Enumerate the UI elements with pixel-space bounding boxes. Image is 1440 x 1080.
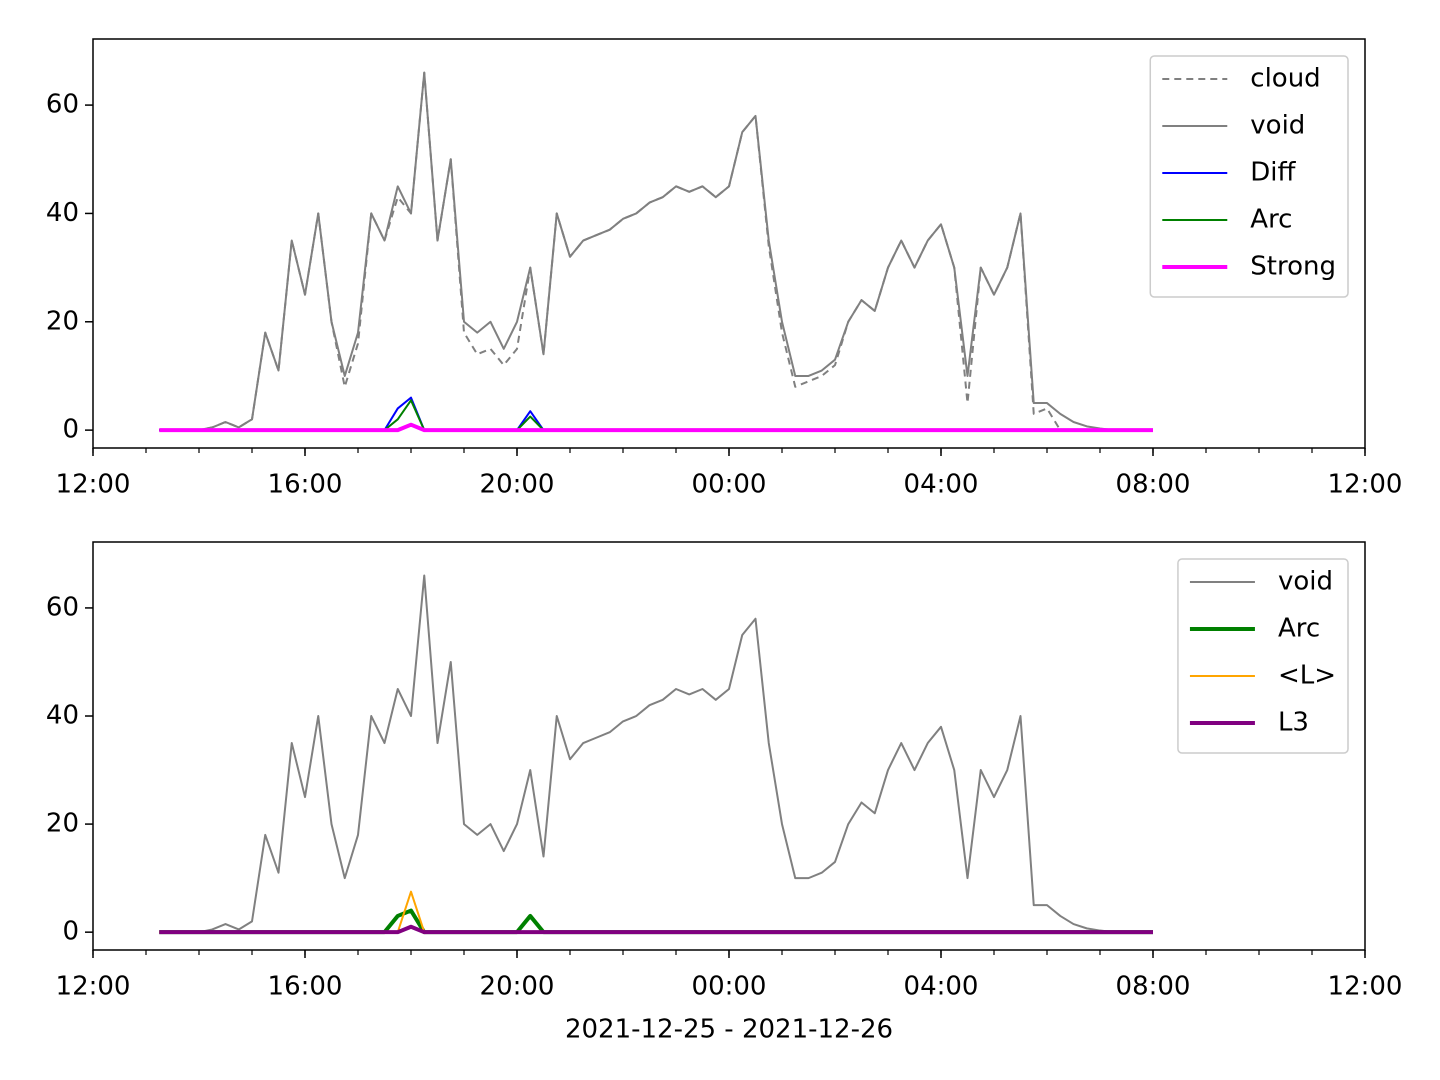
- series-line: [159, 71, 1153, 432]
- legend: cloud void Diff Arc Strong: [1149, 55, 1349, 298]
- series-line: [159, 422, 1153, 433]
- legend-label: L3: [1278, 708, 1309, 738]
- series-line: [159, 396, 1153, 432]
- y-tick-label: 60: [46, 90, 79, 120]
- x-tick-label: 00:00: [692, 972, 767, 1002]
- legend-label: cloud: [1250, 64, 1320, 94]
- series-line: [159, 908, 1153, 935]
- x-tick-label: 16:00: [268, 470, 343, 500]
- x-tick-label: 04:00: [904, 470, 979, 500]
- y-tick-label: 0: [62, 917, 79, 947]
- legend-label: Strong: [1250, 252, 1336, 282]
- y-tick-label: 0: [62, 415, 79, 445]
- x-tick-label: 12:00: [56, 972, 131, 1002]
- y-tick-label: 20: [46, 809, 79, 839]
- axes-frame: [92, 541, 1366, 951]
- axes-frame: [92, 38, 1366, 449]
- x-tick-label: 00:00: [692, 470, 767, 500]
- series-line: [159, 574, 1153, 934]
- legend-box: [1149, 55, 1349, 298]
- plot-area: 0 20 40 60 12:00 16:00 20:00 00:00 04:00 08:00 12:…: [46, 38, 1403, 500]
- series-line: [159, 890, 1153, 934]
- series-line: [159, 399, 1153, 432]
- legend-label: Arc: [1250, 205, 1292, 235]
- plot-area: 0 20 40 60 12:00 16:00 20:00 00:00 04:00 08:00 12:…: [46, 541, 1403, 1045]
- legend-box: [1177, 558, 1349, 754]
- legend-label: Arc: [1278, 614, 1320, 644]
- x-axis-label: 2021-12-25 - 2021-12-26: [565, 1015, 893, 1045]
- y-tick-label: 20: [46, 306, 79, 336]
- x-tick-label: 08:00: [1116, 972, 1191, 1002]
- x-tick-label: 12:00: [1328, 470, 1403, 500]
- y-tick-label: 60: [46, 592, 79, 622]
- legend: void Arc <L> L3: [1177, 558, 1349, 754]
- x-tick-label: 20:00: [480, 972, 555, 1002]
- x-tick-label: 16:00: [268, 972, 343, 1002]
- legend-label: void: [1250, 111, 1305, 141]
- x-tick-label: 20:00: [480, 470, 555, 500]
- x-tick-label: 08:00: [1116, 470, 1191, 500]
- x-tick-label: 04:00: [904, 972, 979, 1002]
- x-tick-label: 12:00: [56, 470, 131, 500]
- y-tick-label: 40: [46, 198, 79, 228]
- legend-label: <L>: [1278, 661, 1336, 691]
- x-tick-label: 12:00: [1328, 972, 1403, 1002]
- series-line: [159, 924, 1153, 935]
- series-line: [159, 71, 1153, 432]
- legend-label: Diff: [1250, 158, 1296, 188]
- y-tick-label: 40: [46, 701, 79, 731]
- legend-label: void: [1278, 567, 1333, 597]
